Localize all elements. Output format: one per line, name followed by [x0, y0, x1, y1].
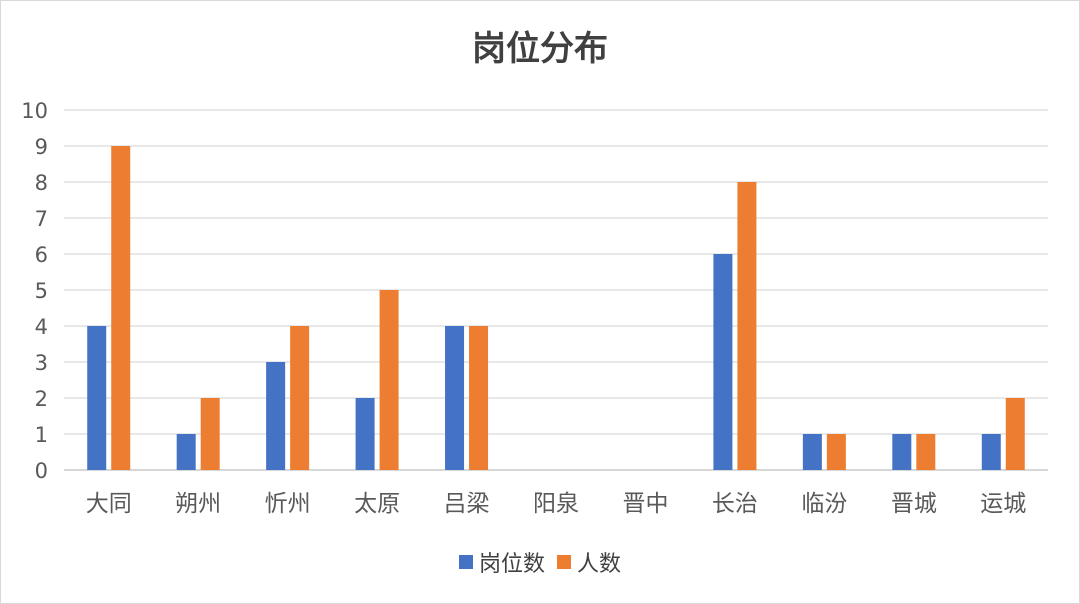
y-tick-label: 2 — [35, 387, 48, 411]
x-tick-label: 朔州 — [175, 491, 221, 517]
x-tick-label: 晋城 — [891, 491, 937, 517]
bar-people — [826, 434, 846, 470]
bar-positions — [802, 434, 822, 470]
y-tick-label: 9 — [35, 135, 48, 159]
bar-positions — [266, 362, 286, 470]
x-tick-label: 忻州 — [265, 491, 311, 517]
x-tick-label: 阳泉 — [533, 491, 579, 517]
y-tick-label: 10 — [21, 99, 48, 123]
gridlines — [64, 109, 1048, 471]
y-tick-label: 0 — [35, 459, 48, 483]
x-tick-label: 吕梁 — [444, 491, 490, 517]
y-tick-label: 6 — [35, 243, 48, 267]
y-tick-label: 5 — [35, 279, 48, 303]
axis-labels: 0 1 2 3 4 5 6 7 8 9 10 大同 朔州 忻州 太原 吕梁 阳泉 晋中 长治 临汾 晋城 运城 — [21, 99, 1026, 517]
bar-positions — [445, 326, 465, 470]
plot-area: 0 1 2 3 4 5 6 7 8 9 10 大同 朔州 忻州 太原 吕梁 阳泉 晋中 长治 临汾 晋城 运城 — [21, 99, 1048, 517]
bars — [87, 146, 1025, 470]
x-tick-label: 长治 — [712, 491, 758, 517]
bar-positions — [981, 434, 1001, 470]
bar-people — [379, 290, 399, 470]
bar-people — [111, 146, 131, 470]
chart-title: 岗位分布 — [472, 29, 608, 69]
bar-positions — [176, 434, 196, 470]
y-tick-label: 3 — [35, 351, 48, 375]
legend-label-positions: 岗位数 — [478, 552, 545, 577]
x-tick-label: 运城 — [980, 491, 1026, 517]
y-tick-label: 1 — [35, 423, 48, 447]
bar-people — [737, 182, 757, 470]
bar-positions — [892, 434, 912, 470]
legend-swatch-positions — [458, 555, 473, 569]
bar-people — [469, 326, 489, 470]
x-tick-label: 临汾 — [801, 491, 847, 517]
legend: 岗位数 人数 — [1, 546, 1079, 578]
bar-people — [916, 434, 936, 470]
y-tick-label: 4 — [35, 315, 48, 339]
x-tick-label: 大同 — [86, 491, 132, 517]
bar-people — [1005, 398, 1025, 470]
y-tick-label: 7 — [35, 207, 48, 231]
legend-swatch-people — [557, 555, 571, 569]
bar-people — [200, 398, 220, 470]
bar-positions — [713, 254, 733, 470]
x-tick-label: 太原 — [354, 491, 400, 517]
bar-positions — [355, 398, 375, 470]
legend-item-positions: 岗位数 — [458, 546, 545, 578]
bar-positions — [87, 326, 107, 470]
x-tick-label: 晋中 — [622, 491, 668, 517]
y-tick-label: 8 — [35, 171, 48, 195]
legend-item-people: 人数 — [557, 546, 621, 578]
bar-people — [290, 326, 310, 470]
legend-label-people: 人数 — [577, 552, 622, 577]
